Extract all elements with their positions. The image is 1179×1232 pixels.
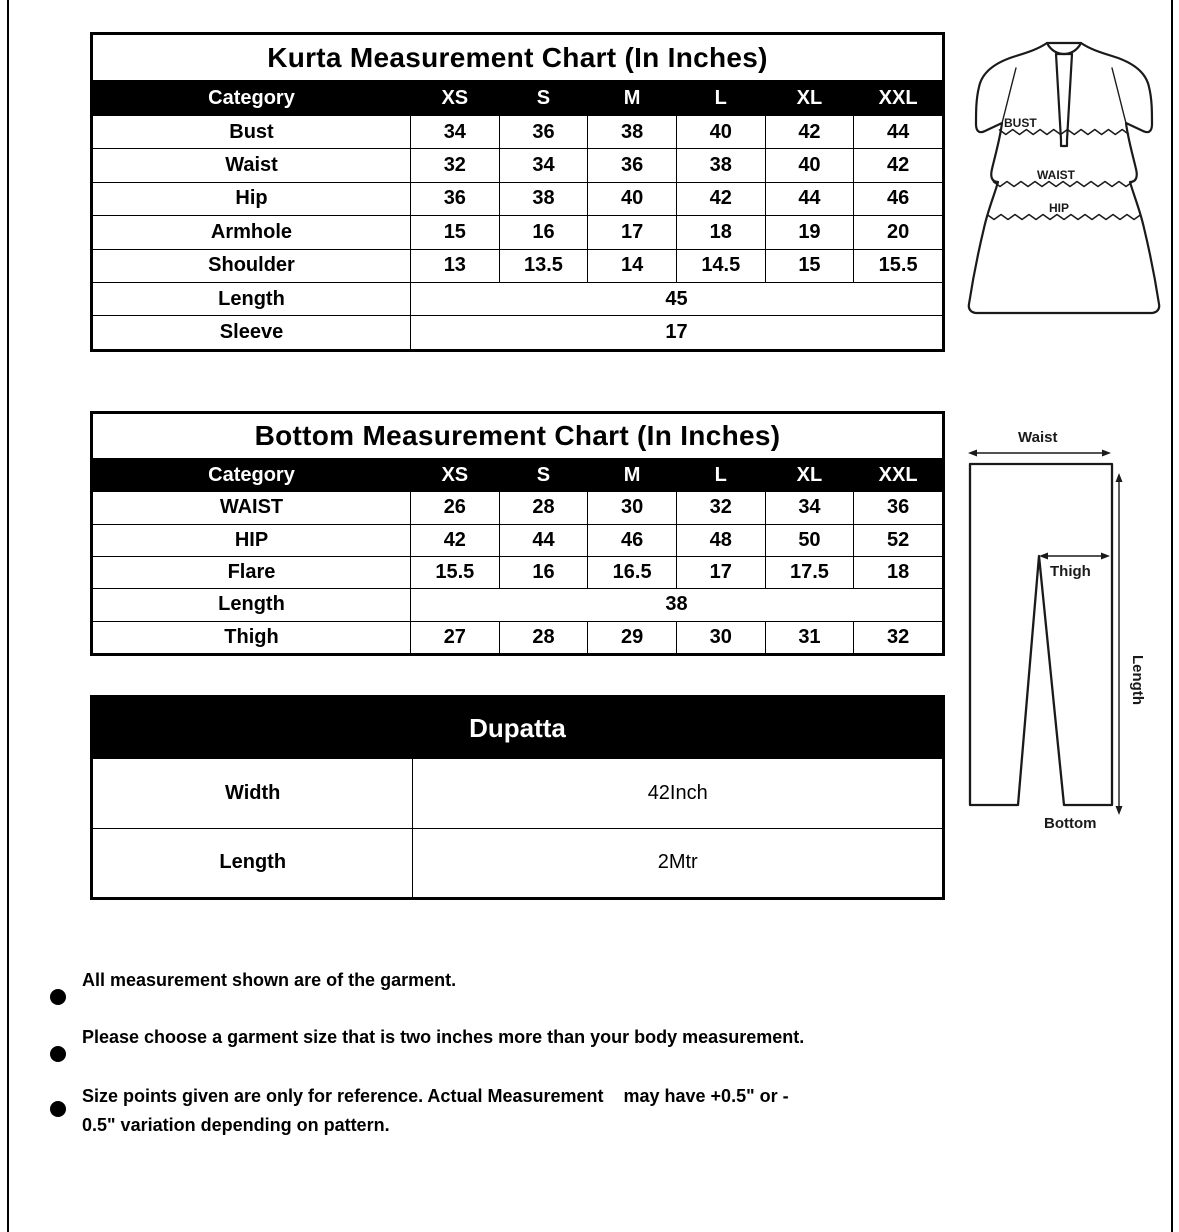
svg-text:HIP: HIP (1049, 201, 1069, 215)
svg-text:Bottom: Bottom (1044, 815, 1097, 832)
svg-text:Thigh: Thigh (1050, 563, 1091, 580)
svg-text:BUST: BUST (1004, 116, 1037, 130)
svg-text:Waist: Waist (1018, 429, 1057, 446)
svg-text:WAIST: WAIST (1037, 168, 1076, 182)
svg-text:Length: Length (1129, 655, 1146, 705)
